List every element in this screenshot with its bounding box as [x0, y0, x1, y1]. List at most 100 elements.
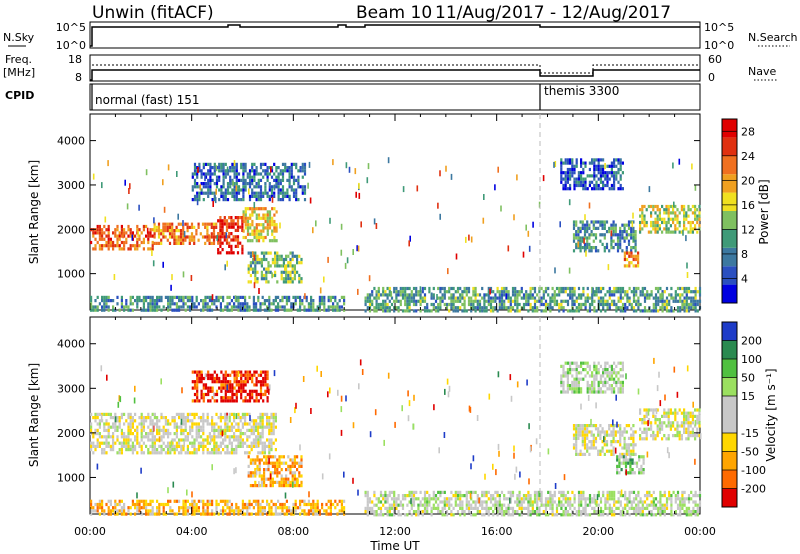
range-cell — [507, 306, 510, 310]
range-cell — [156, 416, 159, 420]
range-cell — [292, 175, 296, 179]
range-cell — [129, 425, 132, 429]
range-cell — [516, 309, 519, 313]
sparse-echo — [554, 161, 557, 167]
colorbar-segment — [722, 211, 737, 230]
range-cell — [318, 299, 321, 303]
range-cell — [242, 172, 245, 176]
range-cell — [262, 162, 265, 166]
range-cell — [158, 506, 161, 510]
range-cell — [109, 240, 112, 245]
range-cell — [274, 299, 277, 303]
range-cell — [153, 232, 156, 236]
range-cell — [689, 224, 692, 228]
range-cell — [237, 438, 240, 442]
sparse-echo — [559, 221, 561, 228]
range-cell — [131, 231, 134, 235]
range-cell — [252, 305, 255, 309]
range-cell — [156, 422, 159, 426]
range-cell — [691, 211, 694, 215]
range-cell — [257, 213, 261, 217]
range-cell — [208, 441, 211, 445]
range-cell — [571, 161, 574, 165]
range-cell — [529, 286, 532, 291]
range-cell — [627, 242, 631, 246]
range-cell — [271, 223, 274, 227]
range-cell — [668, 302, 671, 307]
range-cell — [142, 295, 145, 299]
range-cell — [613, 494, 616, 498]
range-cell — [599, 239, 602, 243]
range-cell — [293, 480, 296, 484]
range-cell — [226, 302, 229, 306]
range-cell — [213, 441, 216, 445]
range-cell — [289, 484, 292, 488]
range-cell — [242, 235, 245, 240]
range-cell — [265, 277, 268, 281]
range-cell — [221, 222, 224, 226]
range-cell — [639, 208, 642, 212]
range-cell — [195, 299, 198, 303]
range-cell — [153, 222, 156, 226]
range-cell — [220, 399, 223, 403]
range-cell — [507, 290, 510, 294]
range-cell — [261, 448, 264, 452]
range-cell — [268, 295, 271, 299]
range-cell — [606, 494, 609, 498]
range-cell — [240, 380, 243, 384]
range-cell — [131, 448, 134, 452]
range-cell — [665, 227, 668, 231]
range-cell — [249, 484, 252, 488]
range-cell — [167, 308, 170, 312]
range-cell — [390, 490, 394, 494]
range-cell — [669, 204, 672, 209]
range-cell — [503, 302, 506, 307]
range-cell — [575, 220, 578, 224]
range-cell — [423, 500, 427, 504]
range-cell — [209, 399, 212, 403]
sparse-echo — [258, 288, 260, 294]
range-cell — [293, 458, 296, 462]
range-cell — [167, 448, 170, 452]
range-cell — [465, 494, 468, 498]
range-cell — [213, 380, 216, 384]
range-cell — [268, 512, 271, 516]
range-cell — [164, 451, 167, 455]
range-cell — [237, 295, 240, 299]
range-cell — [615, 309, 618, 313]
colorbar-segment — [722, 247, 737, 267]
range-cell — [182, 432, 185, 436]
range-cell — [628, 494, 631, 498]
range-cell — [266, 396, 269, 400]
range-cell — [162, 435, 165, 439]
range-cell — [246, 182, 249, 186]
range-cell — [595, 158, 598, 162]
range-cell — [249, 273, 252, 278]
range-cell — [134, 438, 137, 442]
range-cell — [586, 223, 589, 227]
range-cell — [672, 309, 675, 313]
range-cell — [101, 506, 104, 510]
range-cell — [259, 178, 263, 182]
range-cell — [503, 513, 506, 517]
range-cell — [461, 296, 464, 300]
range-cell — [507, 309, 510, 313]
range-cell — [388, 306, 391, 310]
range-cell — [588, 242, 591, 246]
sparse-echo — [309, 197, 312, 204]
range-cell — [228, 244, 231, 248]
range-cell — [628, 254, 631, 258]
range-cell — [96, 509, 99, 513]
range-cell — [235, 198, 238, 202]
range-cell — [248, 198, 252, 202]
range-cell — [231, 162, 234, 166]
range-cell — [142, 441, 145, 445]
range-cell — [164, 444, 167, 448]
range-cell — [219, 499, 222, 503]
range-cell — [694, 217, 697, 221]
range-cell — [388, 293, 391, 297]
range-cell — [182, 238, 185, 242]
range-cell — [448, 500, 451, 504]
range-cell — [189, 506, 192, 510]
